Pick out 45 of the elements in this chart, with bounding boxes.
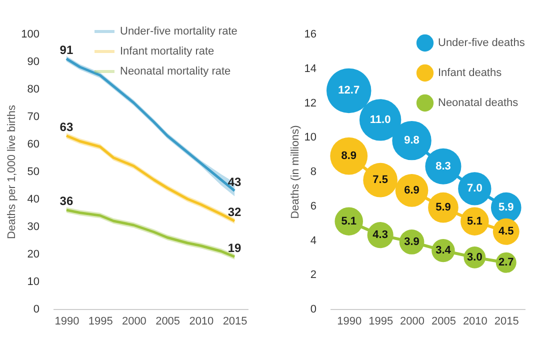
y-tick-label: 4 bbox=[310, 234, 316, 247]
y-axis-title: Deaths per 1,000 live births bbox=[6, 104, 18, 239]
x-tick-label: 2000 bbox=[400, 316, 425, 328]
y-tick-label: 10 bbox=[27, 276, 40, 288]
x-tick-label: 2005 bbox=[156, 316, 180, 328]
y-tick-label: 70 bbox=[27, 111, 40, 123]
y-tick-label: 0 bbox=[310, 304, 316, 316]
x-tick-label: 1995 bbox=[88, 316, 113, 328]
x-tick-label: 2015 bbox=[494, 316, 519, 328]
legend-label: Under-five deaths bbox=[438, 37, 526, 49]
y-tick-label: 12 bbox=[304, 97, 316, 110]
x-tick-label: 2010 bbox=[462, 316, 488, 328]
data-label: 43 bbox=[228, 174, 242, 189]
data-label: 32 bbox=[228, 205, 242, 219]
y-tick-label: 6 bbox=[310, 200, 316, 212]
y-tick-label: 10 bbox=[304, 132, 316, 144]
y-tick-label: 30 bbox=[27, 221, 40, 233]
data-label: 36 bbox=[60, 194, 74, 208]
y-tick-label: 0 bbox=[33, 304, 40, 316]
y-tick-label: 100 bbox=[21, 28, 40, 40]
x-tick-label: 2000 bbox=[122, 316, 146, 328]
legend-label: Neonatal mortality rate bbox=[120, 66, 231, 78]
y-tick-label: 60 bbox=[27, 138, 40, 150]
y-tick-label: 2 bbox=[310, 269, 316, 282]
x-tick-label: 1990 bbox=[54, 316, 80, 328]
x-tick-label: 2015 bbox=[222, 316, 248, 328]
y-tick-label: 16 bbox=[304, 28, 316, 40]
x-tick-label: 2005 bbox=[431, 316, 456, 328]
y-tick-label: 50 bbox=[27, 166, 40, 178]
y-tick-label: 20 bbox=[27, 248, 40, 260]
legend-label: Under-five mortality rate bbox=[120, 26, 238, 38]
y-tick-label: 40 bbox=[27, 194, 40, 206]
y-axis-title: Deaths (in millions) bbox=[289, 125, 302, 219]
y-tick-label: 14 bbox=[304, 62, 316, 75]
y-tick-label: 80 bbox=[27, 84, 40, 96]
data-label: 19 bbox=[228, 240, 242, 255]
x-tick-label: 1995 bbox=[368, 316, 394, 328]
y-tick-label: 8 bbox=[310, 166, 316, 178]
legend-label: Infant deaths bbox=[438, 67, 502, 79]
data-label: 91 bbox=[60, 42, 74, 57]
x-tick-label: 1990 bbox=[337, 316, 362, 328]
data-label: 63 bbox=[60, 120, 74, 134]
y-tick-label: 90 bbox=[27, 56, 40, 68]
legend-label: Infant mortality rate bbox=[120, 46, 214, 58]
x-tick-label: 2010 bbox=[189, 316, 214, 328]
